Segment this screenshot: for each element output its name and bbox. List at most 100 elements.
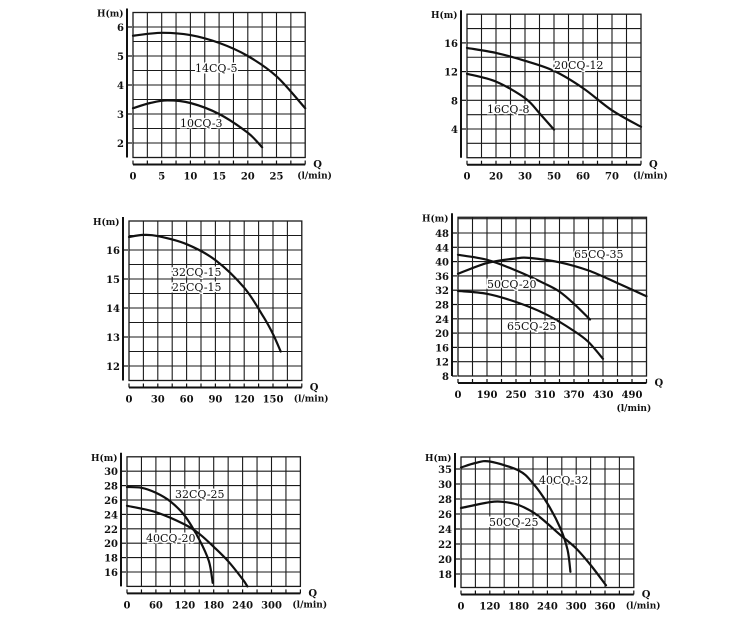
y-tick-label: 4 <box>451 125 458 136</box>
y-axis-title: H(m) <box>93 217 120 228</box>
series-curve-16cq-8 <box>465 72 556 131</box>
x-tick-label: 310 <box>535 390 556 401</box>
x-axis-unit: (l/min) <box>292 599 327 610</box>
series-label: 20CQ-12 <box>554 59 604 72</box>
y-tick-label: 15 <box>106 275 120 286</box>
x-axis-title: Q <box>310 383 319 394</box>
y-tick-label: 18 <box>104 554 118 565</box>
y-tick-label: 13 <box>106 333 120 344</box>
series-label: 14CQ-5 <box>195 62 238 75</box>
series-label: 50CQ-20 <box>487 278 537 291</box>
y-tick-label: 22 <box>438 540 452 551</box>
x-axis-unit: (l/min) <box>294 394 329 405</box>
series-curve-40cq-32 <box>459 459 572 573</box>
x-tick-label: 15 <box>212 172 226 183</box>
series-label: 32CQ-15 <box>172 266 222 279</box>
y-tick-label: 8 <box>451 96 458 107</box>
y-tick-label: 24 <box>435 315 449 326</box>
y-tick-label: 28 <box>438 495 452 506</box>
x-tick-label: 370 <box>564 390 585 401</box>
series-curve-14cq-5 <box>131 31 307 110</box>
x-tick-label: 490 <box>622 390 643 401</box>
x-tick-label: 0 <box>124 600 131 611</box>
y-tick-label: 24 <box>438 525 452 536</box>
x-axis-title: Q <box>642 590 651 601</box>
y-tick-label: 2 <box>117 139 124 150</box>
y-tick-label: 12 <box>435 358 449 369</box>
y-tick-label: 28 <box>435 301 449 312</box>
y-tick-label: 4 <box>117 81 124 92</box>
x-tick-label: 5 <box>158 172 165 183</box>
x-tick-label: 70 <box>605 172 619 183</box>
y-tick-label: 16 <box>104 568 118 579</box>
y-tick-label: 32 <box>435 286 449 297</box>
series-label: 32CQ-25 <box>175 488 225 501</box>
grid <box>128 220 303 382</box>
x-axis-unit: (l/min) <box>633 171 668 182</box>
x-tick-label: 30 <box>151 395 165 406</box>
x-tick-label: 60 <box>576 172 590 183</box>
series-curve-10cq-3 <box>131 99 264 149</box>
x-axis-title: Q <box>313 160 322 171</box>
x-tick-label: 240 <box>537 602 558 613</box>
x-tick-label: 20 <box>241 172 255 183</box>
y-tick-label: 48 <box>435 229 449 240</box>
series-label: 50CQ-25 <box>489 516 539 529</box>
y-tick-label: 5 <box>117 52 124 63</box>
y-axis-title: H(m) <box>425 453 452 464</box>
y-tick-label: 8 <box>442 372 449 383</box>
y-tick-label: 22 <box>104 525 118 536</box>
x-tick-label: 430 <box>593 390 614 401</box>
x-tick-label: 120 <box>174 600 195 611</box>
grid <box>126 456 302 588</box>
grid <box>466 13 642 159</box>
series-curve-65cq-25 <box>456 289 605 360</box>
grid <box>132 11 306 159</box>
y-axis-title: H(m) <box>431 10 458 21</box>
x-tick-label: 0 <box>126 395 133 406</box>
y-tick-label: 40 <box>435 258 449 269</box>
x-tick-label: 190 <box>477 390 498 401</box>
y-tick-label: 36 <box>435 272 449 283</box>
x-tick-label: 150 <box>263 395 284 406</box>
series-curve-50cq-20 <box>456 253 592 321</box>
y-tick-label: 20 <box>104 539 118 550</box>
plot-frame <box>457 216 648 377</box>
series-label: 25CQ-15 <box>172 281 222 294</box>
x-tick-label: 90 <box>208 395 222 406</box>
y-tick-label: 20 <box>435 329 449 340</box>
series-curve-32cq-15 <box>127 233 282 353</box>
y-tick-label: 35 <box>438 465 452 476</box>
x-axis-title: Q <box>308 588 317 599</box>
series-label: 16CQ-8 <box>487 103 530 116</box>
x-tick-label: 360 <box>595 602 616 613</box>
y-tick-label: 3 <box>117 110 124 121</box>
chart-5: 16 18 20 22 24 26 28 30 H(m) 0 60 120 180 240 300 Q(l/m… <box>91 452 327 611</box>
chart-6: 18 20 22 24 26 28 30 35H(m) 0 120 180 240 300 360 Q(l/… <box>425 453 661 613</box>
x-tick-label: 25 <box>270 172 284 183</box>
x-tick-label: 60 <box>149 600 163 611</box>
x-tick-label: 10 <box>183 172 197 183</box>
y-tick-label: 24 <box>104 510 118 521</box>
y-tick-label: 20 <box>438 555 452 566</box>
series-curve-20cq-12 <box>465 46 643 128</box>
y-tick-label: 6 <box>117 23 124 34</box>
x-axis-title: Q <box>649 160 658 171</box>
x-tick-label: 180 <box>203 600 224 611</box>
chart-3: 12 13 14 15 16 H(m) 0 30 60 90 120 150 Q(l/min) 32CQ-… <box>93 217 329 406</box>
y-tick-label: 30 <box>104 467 118 478</box>
x-axis-unit: (l/min) <box>626 601 661 612</box>
x-tick-label: 300 <box>566 602 587 613</box>
x-tick-label: 60 <box>180 395 194 406</box>
y-tick-label: 14 <box>106 304 120 315</box>
y-tick-label: 18 <box>438 570 452 581</box>
x-tick-label: 30 <box>518 172 532 183</box>
x-tick-label: 240 <box>232 600 253 611</box>
series-curve-65cq-35 <box>456 256 648 298</box>
x-tick-label: 250 <box>506 390 527 401</box>
x-tick-label: 300 <box>261 600 282 611</box>
series-label: 40CQ-20 <box>146 532 196 545</box>
y-axis-title: H(m) <box>91 453 118 464</box>
x-tick-label: 120 <box>479 602 500 613</box>
